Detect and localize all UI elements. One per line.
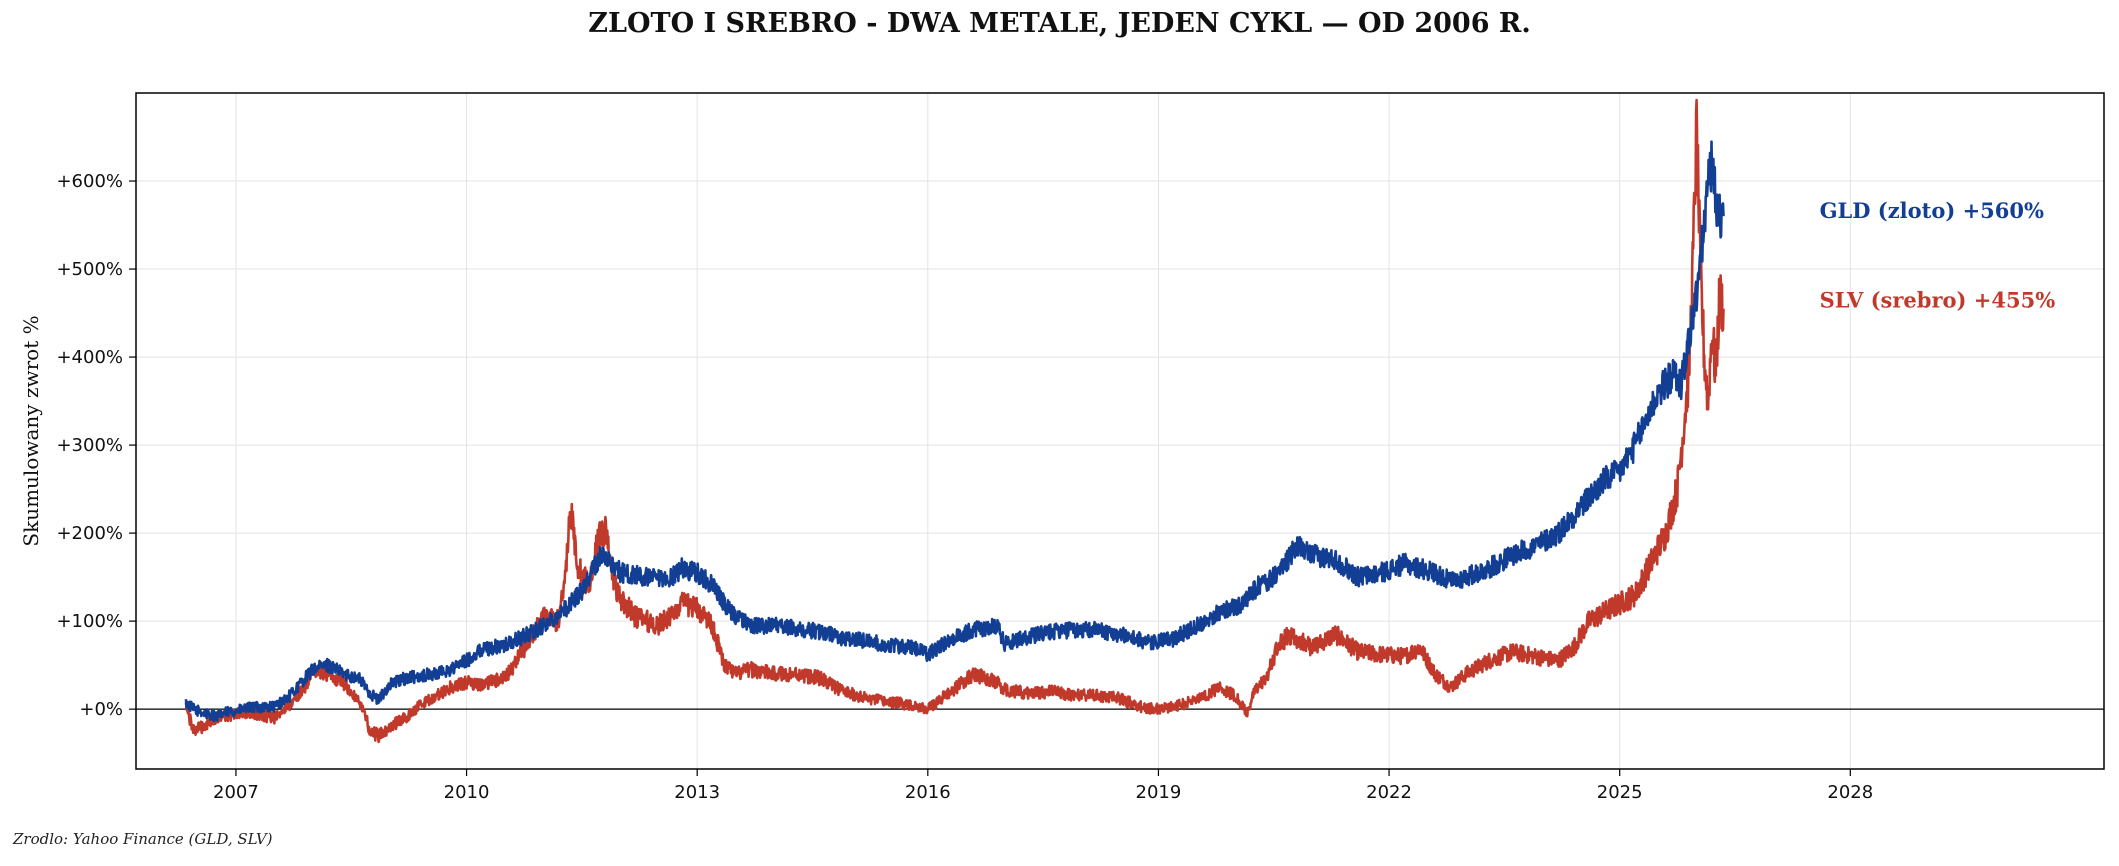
gld-series-line (184, 140, 1725, 723)
x-tick-label: 2025 (1597, 782, 1643, 803)
y-tick-label: +500% (56, 259, 123, 280)
y-tick-label: +400% (56, 347, 123, 368)
x-tick-label: 2019 (1136, 782, 1182, 803)
slv-series-line (184, 98, 1725, 744)
end-labels: GLD (zloto) +560% SLV (srebro) +455% (1820, 198, 2056, 313)
slv-end-label: SLV (srebro) +455% (1820, 288, 2056, 313)
series-lines (184, 98, 1725, 744)
x-tick-label: 2028 (1827, 782, 1873, 803)
x-tick-label: 2007 (213, 782, 259, 803)
y-axis-title: Skumulowany zwrot % (19, 315, 43, 546)
y-tick-label: +100% (56, 611, 123, 632)
y-axis: +0% +100% +200% +300% +400% +500% +600% (56, 171, 136, 720)
y-tick-label: +300% (56, 435, 123, 456)
x-tick-label: 2022 (1366, 782, 1412, 803)
chart-title: ZLOTO I SREBRO - DWA METALE, JEDEN CYKL … (588, 8, 1531, 39)
x-tick-label: 2016 (905, 782, 951, 803)
plot-frame (135, 92, 2105, 770)
x-axis: 2007 2010 2013 2016 2019 2022 2025 2028 (213, 769, 1873, 803)
y-tick-label: +600% (56, 171, 123, 192)
x-tick-label: 2010 (444, 782, 490, 803)
source-note: Zrodlo: Yahoo Finance (GLD, SLV) (13, 830, 273, 848)
y-tick-label: +0% (79, 699, 123, 720)
gld-end-label: GLD (zloto) +560% (1820, 198, 2044, 223)
y-tick-label: +200% (56, 523, 123, 544)
x-tick-label: 2013 (674, 782, 720, 803)
grid (136, 93, 2104, 769)
